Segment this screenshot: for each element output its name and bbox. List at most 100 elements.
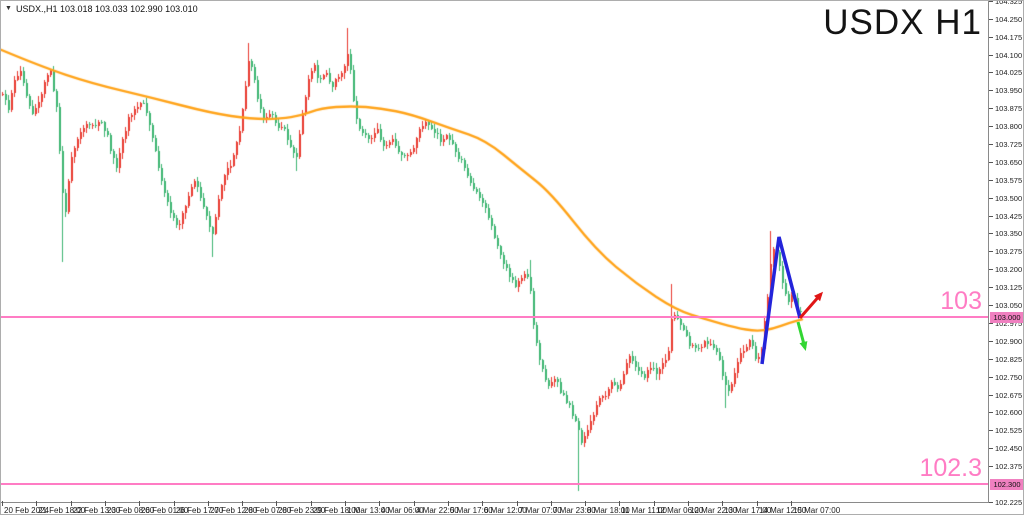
annotation-overlay[interactable]: [1, 1, 988, 502]
time-tick-mark: [71, 501, 72, 506]
price-tick-mark: [989, 198, 993, 199]
price-tick-mark: [989, 502, 993, 503]
price-tick-label: 102.825: [995, 355, 1023, 364]
price-axis[interactable]: 103.000 102.300 104.325 104.250 104.175 104.1…: [989, 0, 1023, 514]
time-tick-mark: [208, 501, 209, 506]
time-tick-mark: [585, 501, 586, 506]
time-tick-mark: [276, 501, 277, 506]
price-tick-label: 102.600: [995, 408, 1023, 417]
time-tick-mark: [482, 501, 483, 506]
time-tick-label: 7 Mar 23:00: [553, 506, 596, 515]
time-axis[interactable]: 20 Feb 2024 21 Feb 18:00 22 Feb 13:00 23 Fe…: [1, 501, 989, 515]
price-tick-mark: [989, 162, 993, 163]
time-tick-label: 26 Feb 01:00: [141, 506, 189, 515]
price-tick-label: 102.900: [995, 337, 1023, 346]
time-tick-mark: [345, 501, 346, 506]
time-tick-label: 22 Feb 13:00: [73, 506, 121, 515]
price-tick-mark: [989, 395, 993, 396]
time-tick-label: 7 Mar 07:00: [519, 506, 562, 515]
price-tick-mark: [989, 180, 993, 181]
price-tick-mark: [989, 216, 993, 217]
price-tick-label: 103.425: [995, 212, 1023, 221]
price-tick-mark: [989, 144, 993, 145]
time-tick-mark: [139, 501, 140, 506]
time-tick-mark: [414, 501, 415, 506]
horizontal-level-line-103[interactable]: [1, 316, 988, 318]
price-tick-mark: [989, 341, 993, 342]
time-tick-mark: [757, 501, 758, 506]
collapse-triangle-icon[interactable]: ▼: [5, 5, 12, 12]
price-tick-mark: [989, 305, 993, 306]
time-tick-label: 12 Mar 22:00: [690, 506, 738, 515]
time-tick-label: 27 Feb 12:00: [210, 506, 258, 515]
price-tick-mark: [989, 90, 993, 91]
price-tick-label: 103.950: [995, 86, 1023, 95]
time-tick-label: 23 Feb 08:00: [107, 506, 155, 515]
level-price-label-103: 103: [940, 287, 982, 315]
time-tick-label: 4 Mar 22:00: [416, 506, 459, 515]
time-tick-label: 29 Feb 18:00: [313, 506, 361, 515]
price-tick-label: 104.175: [995, 33, 1023, 42]
price-tick-label: 102.675: [995, 391, 1023, 400]
price-tick-label: 103.650: [995, 158, 1023, 167]
time-tick-mark: [654, 501, 655, 506]
price-tick-mark: [989, 430, 993, 431]
price-tick-mark: [989, 72, 993, 73]
price-tick-label: 103.275: [995, 247, 1023, 256]
axis-level-tag: 103.000: [990, 312, 1023, 323]
price-tick-label: 103.500: [995, 194, 1023, 203]
price-tick-label: 103.725: [995, 140, 1023, 149]
time-tick-mark: [791, 501, 792, 506]
time-tick-mark: [174, 501, 175, 506]
time-tick-mark: [619, 501, 620, 506]
time-tick-label: 6 Mar 12:00: [484, 506, 527, 515]
price-tick-mark: [989, 19, 993, 20]
time-tick-mark: [311, 501, 312, 506]
price-tick-label: 102.750: [995, 373, 1023, 382]
horizontal-level-line-102-3[interactable]: [1, 483, 988, 485]
price-tick-mark: [989, 323, 993, 324]
time-tick-mark: [2, 501, 3, 506]
projection-arrow-down[interactable]: [796, 321, 808, 351]
time-tick-mark: [448, 501, 449, 506]
price-tick-label: 102.450: [995, 444, 1023, 453]
price-tick-mark: [989, 251, 993, 252]
price-tick-mark: [989, 1, 993, 2]
time-tick-label: 5 Mar 17:00: [450, 506, 493, 515]
price-tick-mark: [989, 233, 993, 234]
price-tick-mark: [989, 269, 993, 270]
price-tick-label: 104.025: [995, 68, 1023, 77]
time-tick-label: 13 Mar 17:00: [724, 506, 772, 515]
candlesticks-canvas: [1, 1, 988, 502]
price-tick-mark: [989, 55, 993, 56]
time-tick-mark: [517, 501, 518, 506]
trendline-blue-zigzag[interactable]: [760, 236, 802, 365]
time-tick-label: 21 Feb 18:00: [38, 506, 86, 515]
price-tick-label: 102.525: [995, 426, 1023, 435]
time-tick-label: 8 Mar 18:00: [587, 506, 630, 515]
projection-arrow-up[interactable]: [798, 291, 824, 319]
price-tick-label: 104.325: [995, 0, 1023, 6]
time-tick-label: 15 Mar 07:00: [793, 506, 841, 515]
price-tick-mark: [989, 466, 993, 467]
level-price-label-102-3: 102.3: [919, 454, 982, 482]
symbol-ohlc-info: USDX.,H1 103.018 103.033 102.990 103.010: [16, 4, 198, 14]
time-tick-label: 28 Feb 23:00: [278, 506, 326, 515]
chart-title: USDX H1: [823, 3, 982, 42]
price-tick-mark: [989, 412, 993, 413]
price-tick-mark: [989, 359, 993, 360]
price-tick-label: 104.100: [995, 51, 1023, 60]
time-tick-mark: [242, 501, 243, 506]
price-tick-label: 103.800: [995, 122, 1023, 131]
price-tick-label: 103.350: [995, 229, 1023, 238]
time-tick-label: 20 Feb 2024: [4, 506, 49, 515]
price-tick-label: 103.125: [995, 283, 1023, 292]
chart-plot-area[interactable]: ▼ USDX.,H1 103.018 103.033 102.990 103.0…: [1, 1, 989, 503]
price-tick-mark: [989, 377, 993, 378]
time-tick-mark: [688, 501, 689, 506]
price-tick-label: 103.050: [995, 301, 1023, 310]
time-tick-label: 4 Mar 06:00: [381, 506, 424, 515]
time-tick-label: 1 Mar 13:00: [347, 506, 390, 515]
price-tick-mark: [989, 126, 993, 127]
time-tick-mark: [722, 501, 723, 506]
